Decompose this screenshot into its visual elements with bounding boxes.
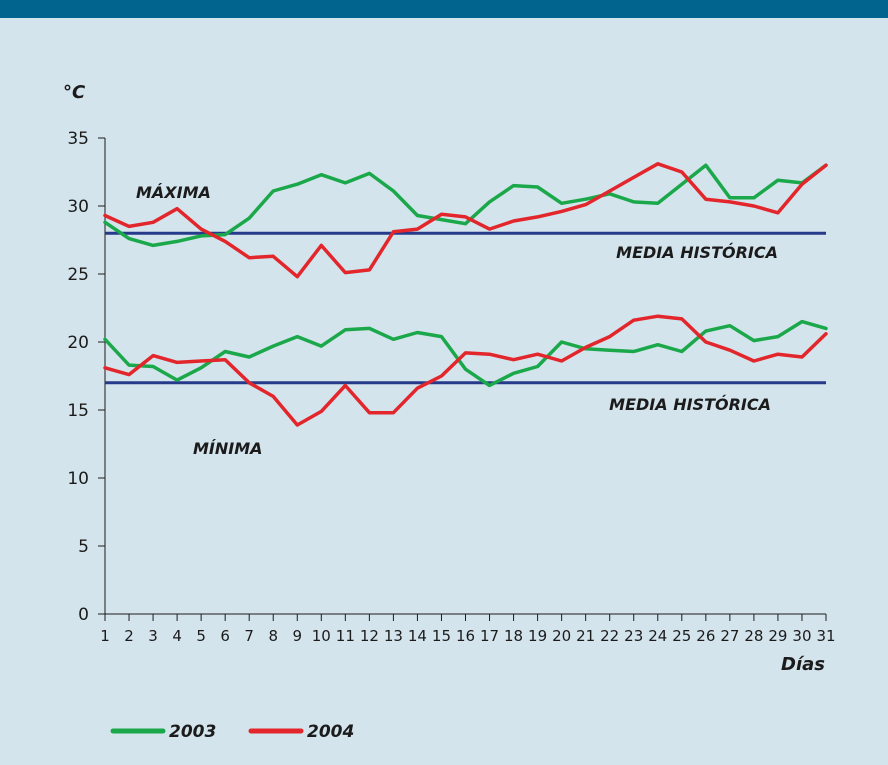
y-tick-label: 25 xyxy=(67,265,89,285)
x-tick-label: 8 xyxy=(268,627,278,645)
x-tick-label: 20 xyxy=(552,627,571,645)
x-tick-label: 6 xyxy=(220,627,230,645)
x-tick-label: 29 xyxy=(768,627,787,645)
legend-label-2003: 2003 xyxy=(169,722,216,742)
x-tick-label: 10 xyxy=(312,627,331,645)
x-tick-label: 21 xyxy=(576,627,595,645)
x-tick-label: 15 xyxy=(432,627,451,645)
x-tick-label: 4 xyxy=(172,627,182,645)
series-2004-max xyxy=(103,162,828,279)
x-tick-label: 1 xyxy=(100,627,110,645)
x-tick-label: 12 xyxy=(360,627,379,645)
series-2003-max xyxy=(103,163,828,248)
series-2003-min xyxy=(103,319,828,388)
x-tick-label: 17 xyxy=(480,627,499,645)
y-axis-label: °C xyxy=(63,82,86,103)
x-tick-label: 5 xyxy=(196,627,206,645)
series-2004-min xyxy=(103,314,828,427)
y-tick-label: 15 xyxy=(67,401,89,421)
reference-label-max: MEDIA HISTÓRICA xyxy=(616,243,778,262)
y-tick-label: 0 xyxy=(78,605,89,625)
y-tick-label: 35 xyxy=(67,129,89,149)
legend: 2003 2004 xyxy=(110,722,354,742)
x-tick-label: 2 xyxy=(124,627,134,645)
x-tick-label: 14 xyxy=(408,627,427,645)
x-tick-label: 18 xyxy=(504,627,523,645)
x-tick-label: 16 xyxy=(456,627,475,645)
y-tick-label: 20 xyxy=(67,333,89,353)
x-tick-label: 31 xyxy=(816,627,835,645)
x-tick-label: 26 xyxy=(696,627,715,645)
y-tick-label: 5 xyxy=(78,537,89,557)
x-tick-label: 19 xyxy=(528,627,547,645)
x-tick-label: 7 xyxy=(244,627,254,645)
x-tick-label: 22 xyxy=(600,627,619,645)
x-tick-label: 27 xyxy=(720,627,739,645)
x-tick-label: 3 xyxy=(148,627,158,645)
x-tick-label: 13 xyxy=(384,627,403,645)
x-tick-label: 23 xyxy=(624,627,643,645)
x-axis-label: Días xyxy=(781,654,825,675)
top-banner xyxy=(0,0,888,18)
reference-label-min: MEDIA HISTÓRICA xyxy=(609,395,771,414)
legend-label-2004: 2004 xyxy=(307,722,354,742)
y-tick-label: 10 xyxy=(67,469,89,489)
annotation-maxima: MÁXIMA xyxy=(136,183,211,202)
x-tick-label: 24 xyxy=(648,627,667,645)
y-tick-label: 30 xyxy=(67,197,89,217)
x-tick-label: 30 xyxy=(792,627,811,645)
x-tick-label: 9 xyxy=(292,627,302,645)
annotation-minima: MÍNIMA xyxy=(193,439,263,458)
series-lines xyxy=(103,162,828,427)
x-tick-label: 11 xyxy=(336,627,355,645)
x-tick-label: 28 xyxy=(744,627,763,645)
chart-labels: °C Días MÁXIMA MÍNIMA MEDIA HISTÓRICA ME… xyxy=(63,82,825,675)
x-tick-label: 25 xyxy=(672,627,691,645)
